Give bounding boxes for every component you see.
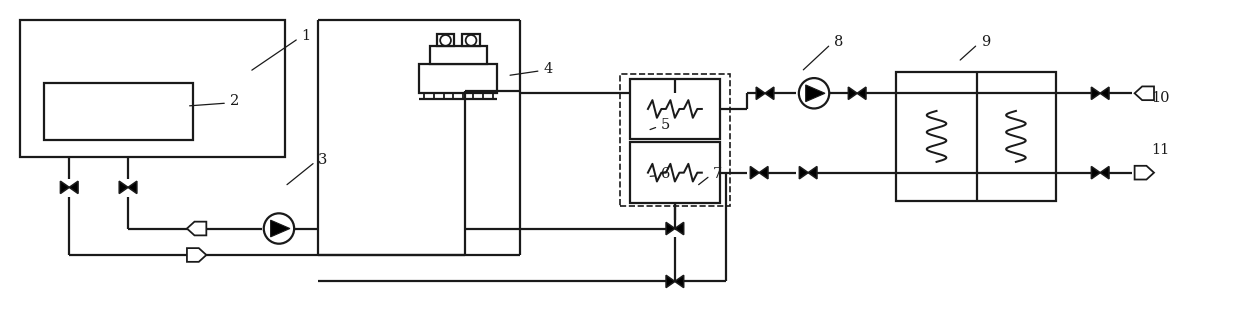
Text: 10: 10 [1151, 91, 1169, 105]
Polygon shape [1091, 87, 1100, 100]
Polygon shape [128, 181, 136, 193]
Polygon shape [675, 275, 683, 288]
Polygon shape [765, 87, 774, 100]
Circle shape [440, 35, 451, 46]
Bar [463, 35, 480, 46]
Polygon shape [187, 222, 206, 235]
Bar [630, 142, 720, 203]
Polygon shape [69, 181, 78, 193]
Text: 5: 5 [661, 118, 671, 132]
Polygon shape [1135, 86, 1154, 100]
Circle shape [799, 78, 830, 109]
Polygon shape [759, 167, 768, 179]
Polygon shape [61, 181, 69, 193]
Bar [20, 20, 285, 157]
Polygon shape [848, 87, 857, 100]
Polygon shape [666, 275, 675, 288]
Polygon shape [808, 167, 817, 179]
Polygon shape [806, 85, 825, 102]
Bar [630, 79, 720, 139]
Circle shape [264, 213, 294, 244]
Polygon shape [750, 167, 759, 179]
Polygon shape [666, 222, 675, 235]
Text: 2: 2 [229, 94, 239, 108]
Bar [436, 35, 454, 46]
Text: 3: 3 [319, 153, 327, 167]
Text: 11: 11 [1151, 143, 1169, 157]
Text: 9: 9 [981, 35, 990, 49]
Polygon shape [675, 222, 683, 235]
Bar [897, 72, 1056, 201]
Polygon shape [270, 220, 290, 237]
Bar [430, 46, 487, 64]
Bar [620, 74, 730, 206]
Polygon shape [1135, 166, 1154, 179]
Circle shape [466, 35, 476, 46]
Bar [43, 84, 192, 140]
Polygon shape [1091, 167, 1100, 179]
Text: 7: 7 [713, 167, 723, 181]
Bar [419, 64, 497, 93]
Text: 6: 6 [661, 167, 671, 181]
Polygon shape [756, 87, 765, 100]
Polygon shape [1100, 167, 1109, 179]
Polygon shape [857, 87, 866, 100]
Polygon shape [800, 167, 808, 179]
Polygon shape [1100, 87, 1109, 100]
Text: 8: 8 [833, 35, 843, 49]
Text: 1: 1 [301, 29, 311, 43]
Polygon shape [187, 248, 206, 262]
Polygon shape [119, 181, 128, 193]
Text: 4: 4 [543, 62, 553, 76]
